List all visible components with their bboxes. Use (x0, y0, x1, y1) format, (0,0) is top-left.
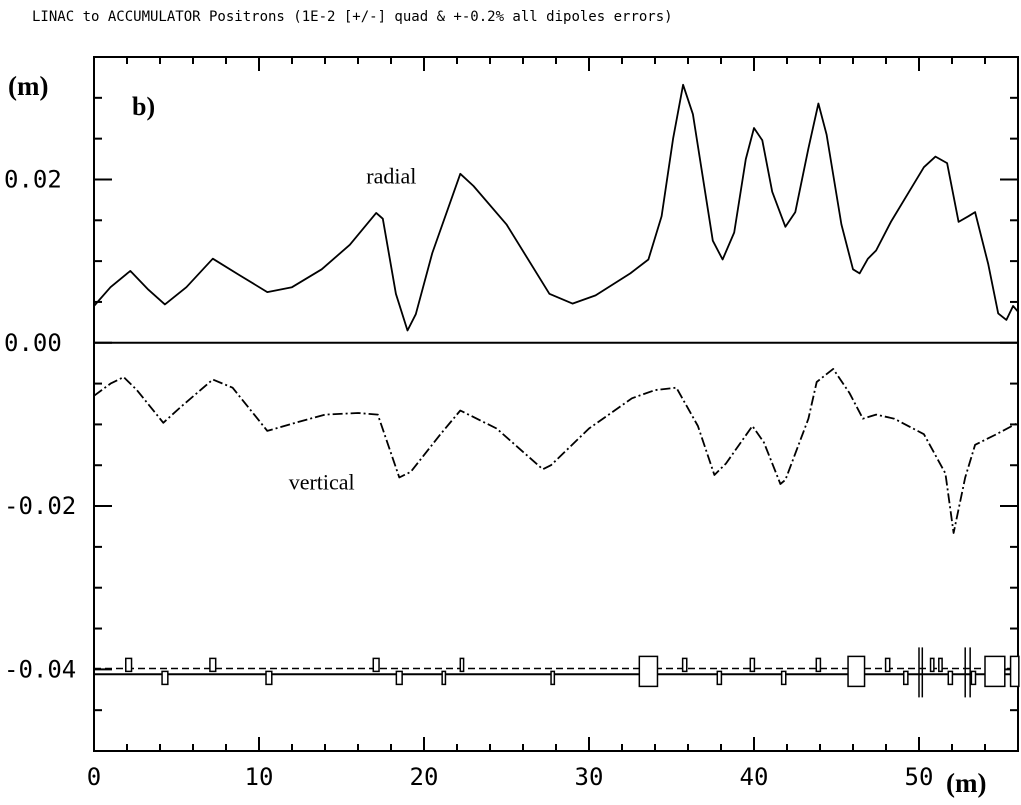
y-tick-label: 0.02 (4, 165, 62, 193)
axis-ticks (93, 56, 1019, 752)
lattice-element (929, 657, 935, 673)
x-axis-unit-label: (m) (946, 768, 986, 798)
lattice-element (970, 670, 977, 686)
x-tick-label: 10 (245, 763, 274, 791)
lattice-element (780, 670, 787, 686)
lattice-element (125, 657, 133, 673)
series-label-vertical: vertical (289, 470, 355, 495)
tick-labels: 0 10 20 30 40 50 0.02 0.00 -0.02 -0.04 (4, 165, 933, 791)
x-tick-label: 0 (87, 763, 101, 791)
y-tick-label: 0.00 (4, 329, 62, 357)
chart-title: LINAC to ACCUMULATOR Positrons (1E-2 [+/… (32, 9, 673, 25)
lattice-element (749, 657, 756, 673)
lattice-element (938, 657, 943, 673)
series-lines (93, 83, 1019, 534)
lattice-element (638, 655, 659, 688)
lattice-element (815, 657, 822, 673)
lattice-element (395, 670, 403, 686)
x-tick-label: 50 (905, 763, 934, 791)
lattice-element (984, 655, 1006, 688)
series-line-radial (93, 83, 1019, 332)
y-tick-label: -0.04 (4, 655, 76, 683)
x-tick-label: 30 (575, 763, 604, 791)
lattice-element (847, 655, 866, 688)
lattice-element (884, 657, 891, 673)
lattice-element (902, 670, 909, 686)
lattice-element (459, 657, 465, 673)
y-tick-label: -0.02 (4, 492, 76, 520)
series-label-radial: radial (366, 164, 416, 189)
lattice-element (681, 657, 688, 673)
y-axis-unit-label: (m) (8, 71, 48, 101)
lattice-element (209, 657, 217, 673)
lattice-element (265, 670, 273, 686)
lattice-element (372, 657, 380, 673)
lattice-element (947, 670, 954, 686)
panel-label: b) (132, 92, 155, 121)
lattice-element (716, 670, 723, 686)
lattice-element (550, 670, 556, 686)
lattice-element (1009, 655, 1020, 688)
lattice-element (441, 670, 447, 686)
x-tick-label: 20 (410, 763, 439, 791)
series-line-vertical (93, 368, 1019, 534)
lattice-elements (94, 647, 1020, 698)
x-tick-label: 40 (740, 763, 769, 791)
plot-frame (93, 56, 1019, 752)
lattice-element (161, 670, 169, 686)
